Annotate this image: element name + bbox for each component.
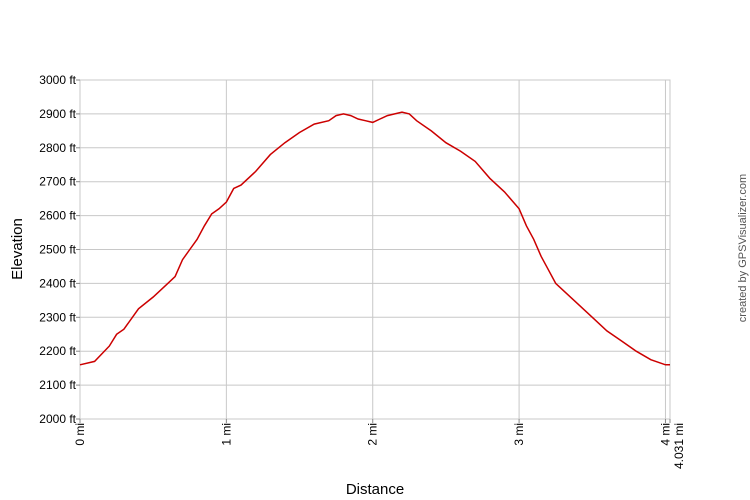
- x-tick-label: 1 mi: [219, 423, 233, 446]
- elevation-profile-line: [79, 111, 670, 366]
- y-tick-label: 2500 ft: [39, 243, 76, 257]
- x-axis-title: Distance: [346, 481, 404, 498]
- y-tick-label: 2200 ft: [39, 344, 76, 358]
- y-tick-label: 2800 ft: [39, 141, 76, 155]
- y-tick-label: 2100 ft: [39, 378, 76, 392]
- y-tick-label: 2700 ft: [39, 175, 76, 189]
- y-tick-label: 2600 ft: [39, 209, 76, 223]
- x-tick-label: 4.031 mi: [672, 423, 686, 469]
- y-tick-label: 2400 ft: [39, 276, 76, 290]
- x-tick-label: 3 mi: [512, 423, 526, 446]
- credit-text: created by GPSVisualizer.com: [737, 174, 749, 322]
- grid-lines: [79, 79, 671, 420]
- x-tick-label: 0 mi: [73, 423, 87, 446]
- x-tick-label: 2 mi: [366, 423, 380, 446]
- y-tick-label: 2300 ft: [39, 310, 76, 324]
- y-tick-label: 2900 ft: [39, 107, 76, 121]
- x-axis-ticks: 0 mi 1 mi 2 mi 3 mi 4 mi 4.031 mi: [73, 419, 686, 469]
- y-axis-ticks: 2000 ft 2100 ft 2200 ft 2300 ft 2400 ft 2500 …: [39, 73, 80, 426]
- y-axis-title: Elevation: [9, 218, 26, 280]
- y-tick-label: 3000 ft: [39, 73, 76, 87]
- y-tick-label: 2000 ft: [39, 412, 76, 426]
- x-tick-label: 4 mi: [658, 423, 672, 446]
